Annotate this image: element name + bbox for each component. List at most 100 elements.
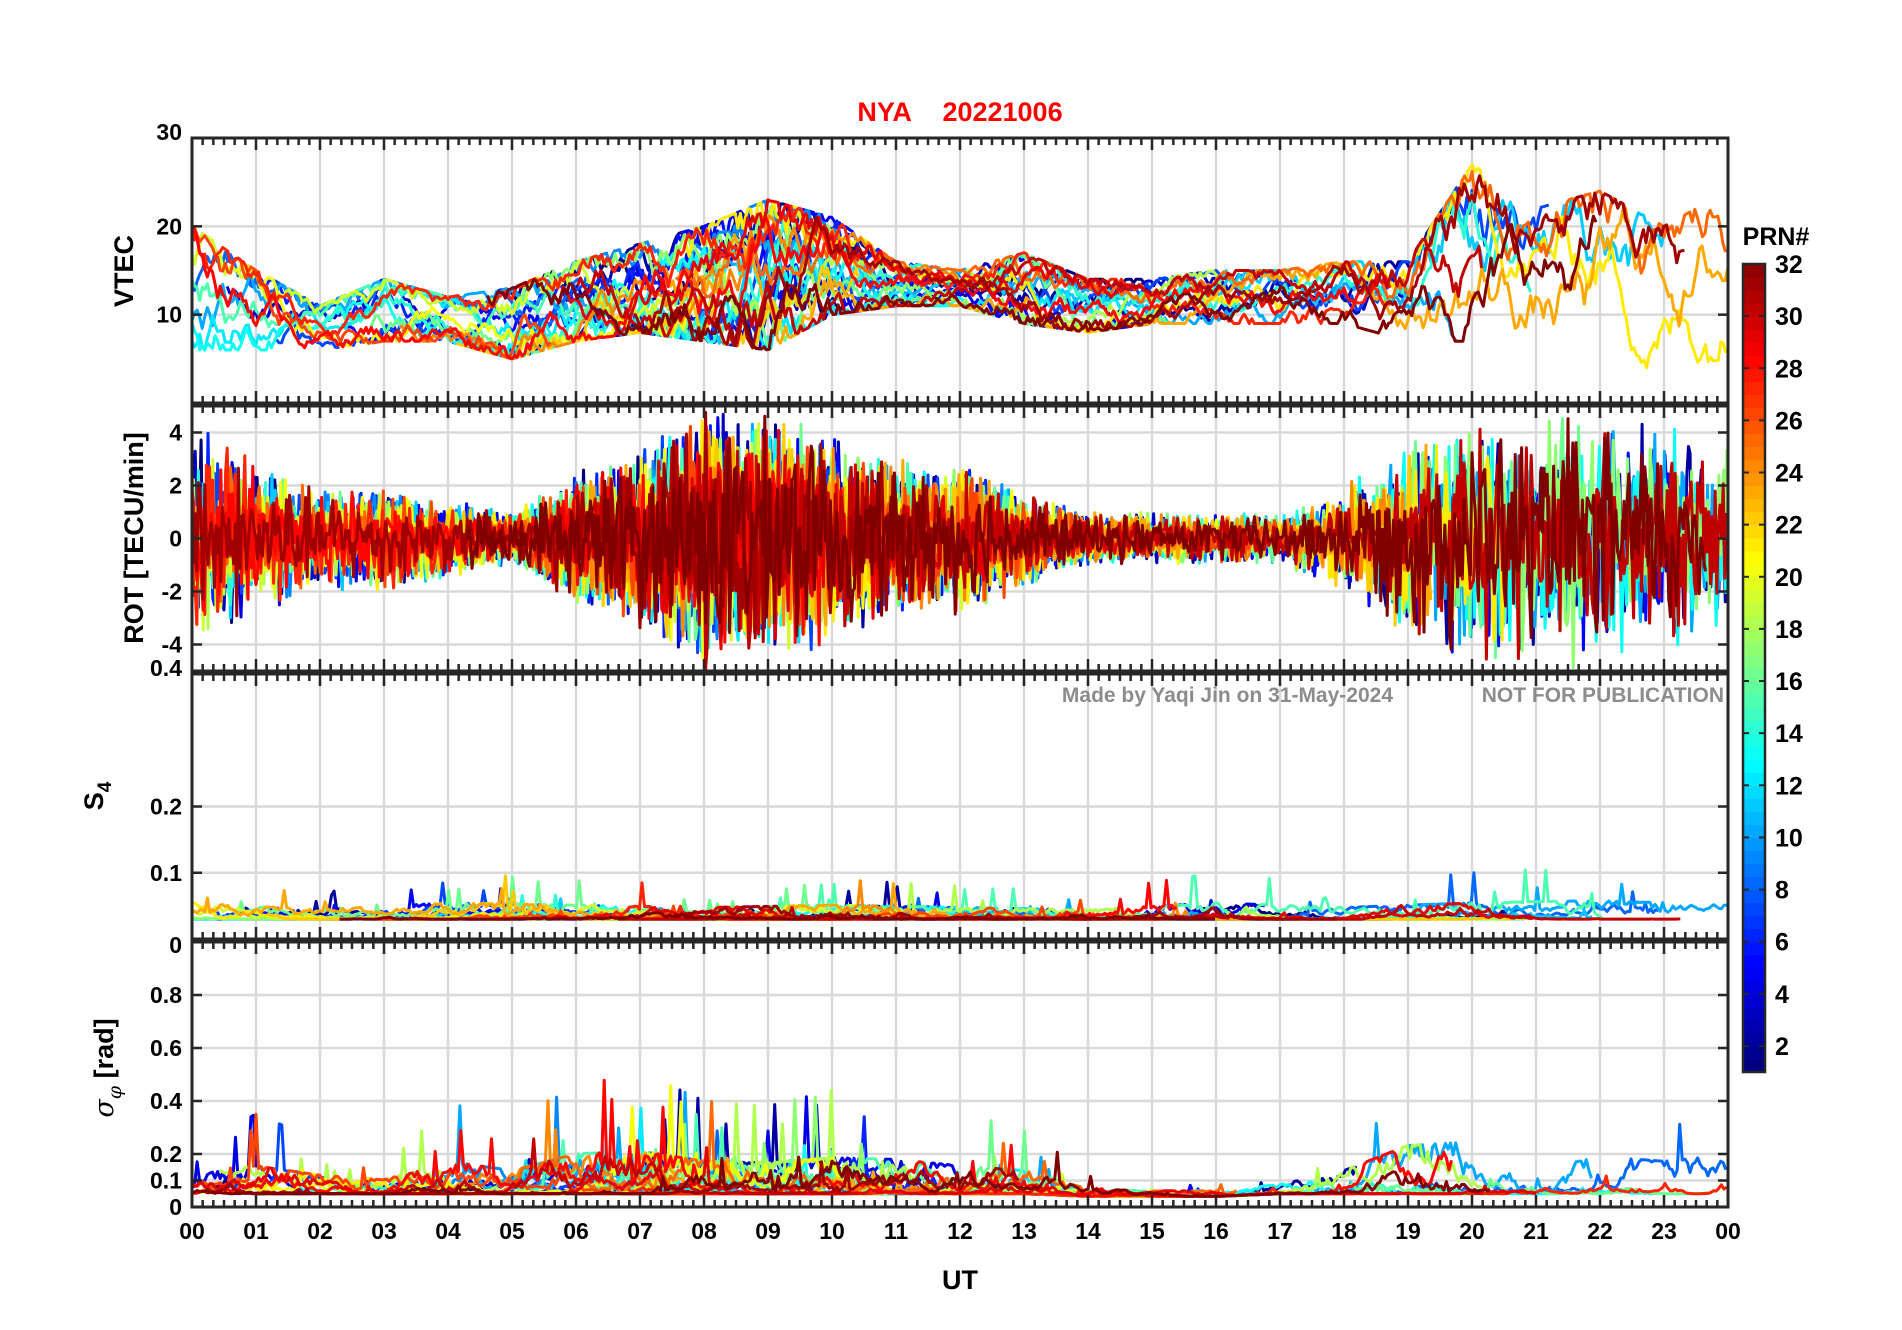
colorbar-segment (1743, 589, 1765, 604)
colorbar-segment (1743, 850, 1765, 865)
tick-label-x: 19 (1395, 1218, 1421, 1244)
colorbar-tick-label: 18 (1775, 616, 1803, 644)
colorbar-segment (1743, 863, 1765, 878)
tick-label-x: 16 (1203, 1218, 1229, 1244)
colorbar-segment (1743, 342, 1765, 356)
colorbar-segment (1743, 563, 1765, 578)
colorbar-segment (1743, 954, 1765, 969)
colorbar-segment (1743, 303, 1765, 317)
series-prn-26 (192, 225, 552, 360)
series-prn-32 (339, 911, 1215, 921)
tick-label-x: 22 (1587, 1218, 1613, 1244)
tick-label-y: 4 (169, 420, 182, 446)
colorbar-segment (1743, 641, 1765, 656)
traces-vtec (192, 163, 1728, 370)
colorbar-segment (1743, 746, 1765, 760)
colorbar-segment (1743, 694, 1765, 708)
colorbar-tick-label: 26 (1775, 407, 1803, 435)
colorbar-segment (1743, 681, 1765, 695)
colorbar-tick-label: 32 (1775, 251, 1803, 279)
ylabel-sigma-phi: σφ [rad] (89, 1018, 126, 1117)
colorbar-segment (1743, 459, 1765, 474)
colorbar-segment (1743, 264, 1765, 278)
tick-label-y: 0.8 (150, 982, 182, 1008)
colorbar-segment (1743, 1058, 1765, 1073)
colorbar-segment (1743, 733, 1765, 747)
tick-label-x: 04 (435, 1218, 461, 1244)
colorbar-segment (1743, 537, 1765, 552)
traces-s4 (192, 868, 1727, 921)
colorbar-segment (1743, 290, 1765, 304)
colorbar-tick-label: 8 (1775, 877, 1789, 905)
ylabel-vtec: VTEC (109, 235, 139, 307)
colorbar-tick-label: 14 (1775, 720, 1803, 748)
series-prn-31 (192, 410, 935, 644)
series-prn-30 (576, 237, 1483, 348)
colorbar-segment (1743, 498, 1765, 513)
chart-title: NYA 20221006 (857, 97, 1062, 127)
tick-label-y: 20 (156, 213, 182, 239)
colorbar-segment (1743, 472, 1765, 487)
tick-label-y: 2 (169, 473, 182, 499)
colorbar-segment (1743, 915, 1765, 930)
series-prn-32 (192, 1150, 1491, 1198)
colorbar-segment (1743, 550, 1765, 565)
colorbar-tick-label: 4 (1775, 981, 1789, 1009)
tick-label-x: 11 (884, 1218, 909, 1244)
panel-sigma_phi: 00.10.2 0.4 0.6 0.8 (150, 940, 1730, 1220)
colorbar-segment (1743, 811, 1765, 825)
tick-label-x: 13 (1011, 1218, 1037, 1244)
tick-label-x: 08 (691, 1218, 717, 1244)
panel-vtec: 10 20 30 (156, 119, 1730, 405)
tick-label-y: 0.4 (150, 1088, 182, 1114)
colorbar-segment (1743, 628, 1765, 643)
panel-rot: -4 -2 0 2 4 (162, 404, 1730, 673)
tick-label-x: 05 (499, 1218, 525, 1244)
tick-label-y: 0 (169, 932, 182, 958)
colorbar-tick-label: 16 (1775, 668, 1803, 696)
tick-label-y: 0 (169, 526, 182, 552)
colorbar-tick-label: 28 (1775, 355, 1803, 383)
tick-label-y: 0.6 (150, 1035, 182, 1061)
tick-label-x: 18 (1331, 1218, 1357, 1244)
colorbar-segment (1743, 824, 1765, 839)
colorbar-segment (1743, 967, 1765, 982)
colorbar-segment (1743, 876, 1765, 891)
series-prn-32 (465, 414, 1708, 651)
tick-label-x: 09 (755, 1218, 781, 1244)
colorbar-title: PRN# (1743, 223, 1810, 251)
tick-label-x: 17 (1267, 1218, 1293, 1244)
panels: 102030-4-202400.10.20.400.10.20.40.60.80… (150, 119, 1741, 1244)
traces-sigma_phi (192, 1078, 1728, 1198)
colorbar-segment (1743, 576, 1765, 591)
colorbar-segment (1743, 615, 1765, 630)
colorbar-segment (1743, 798, 1765, 812)
tick-label-x: 15 (1139, 1218, 1165, 1244)
colorbar-segment (1743, 772, 1765, 786)
tick-label-x: 23 (1651, 1218, 1677, 1244)
tick-label-x: 14 (1075, 1218, 1101, 1244)
colorbar-segment (1743, 511, 1765, 526)
colorbar-segment (1743, 993, 1765, 1008)
ylabel-rot: ROT [TECU/min] (119, 432, 149, 643)
series-prn-32 (486, 214, 1598, 352)
tick-label-y: -4 (162, 632, 183, 658)
colorbar-segment (1743, 381, 1765, 395)
tick-label-x: 06 (563, 1218, 589, 1244)
colorbar-tick-label: 30 (1775, 303, 1803, 331)
colorbar-segment (1743, 1006, 1765, 1021)
colorbar-segment (1743, 368, 1765, 382)
tick-label-y: 0.4 (150, 655, 182, 681)
colorbar-segment (1743, 602, 1765, 617)
colorbar-segment (1743, 980, 1765, 995)
traces-rot (192, 410, 1728, 671)
watermark-notice: NOT FOR PUBLICATION (1482, 684, 1724, 707)
colorbar-segment (1743, 524, 1765, 539)
colorbar-segment (1743, 837, 1765, 852)
tick-label-x: 07 (627, 1218, 653, 1244)
tick-label-x: 12 (947, 1218, 973, 1244)
colorbar-segment (1743, 394, 1765, 408)
colorbar-tick-label: 12 (1775, 772, 1803, 800)
panel-s4: 0 0.1 0.2 0.4 (150, 655, 1730, 958)
